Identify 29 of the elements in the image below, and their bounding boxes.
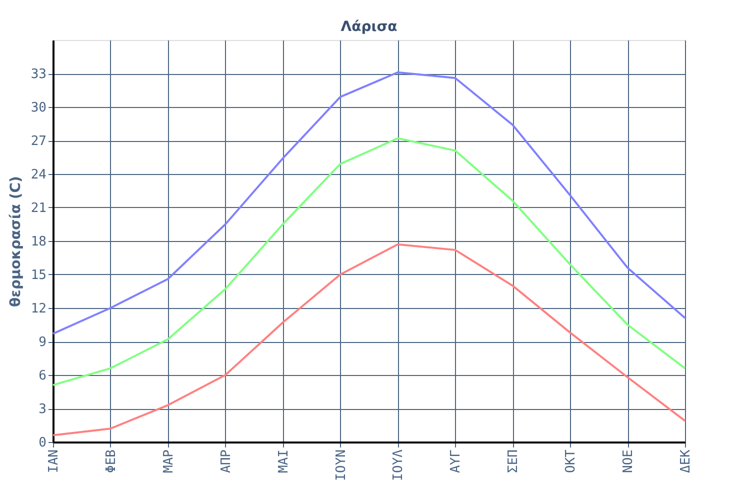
line-series — [52, 71, 686, 335]
y-tick-label: 9 — [38, 335, 46, 350]
y-tick-label: 3 — [38, 402, 46, 417]
y-tick-label: 21 — [30, 201, 46, 216]
line-series — [52, 137, 686, 386]
x-tick-label: ΜΑΙ — [276, 450, 292, 473]
y-tick-label: 33 — [30, 67, 46, 82]
y-tick-label: 12 — [30, 302, 46, 316]
y-tick-label: 18 — [30, 234, 46, 250]
x-tick-label: ΙΑΝ — [46, 450, 62, 473]
x-tick-label: ΑΥΓ — [448, 449, 464, 473]
x-tick-label: ΦΕΒ — [104, 449, 119, 473]
y-tick-label: 24 — [30, 168, 47, 182]
line-series — [52, 243, 686, 436]
x-tick-label: ΝΟΕ — [621, 450, 636, 473]
x-tick-label: ΑΠΡ — [218, 449, 234, 473]
y-tick-label: 30 — [30, 100, 46, 116]
y-tick-label: 0 — [38, 436, 46, 450]
chart-title: Λάρισα — [340, 19, 398, 35]
x-tick-label: ΜΑΡ — [161, 449, 176, 473]
y-tick-label: 15 — [30, 268, 46, 283]
x-tick-label: ΟΚΤ — [564, 449, 579, 473]
y-axis-title: θερμοκρασία (C) — [8, 176, 24, 307]
x-tick-label: ΣΕΠ — [506, 450, 522, 473]
x-tick-label: ΔΕΚ — [678, 449, 694, 473]
y-tick-label: 27 — [30, 134, 46, 149]
x-tick-label: ΙΟΥΝ — [334, 450, 349, 481]
y-tick-label: 6 — [38, 368, 46, 384]
x-tick-label: ΙΟΥΛ — [391, 449, 406, 481]
